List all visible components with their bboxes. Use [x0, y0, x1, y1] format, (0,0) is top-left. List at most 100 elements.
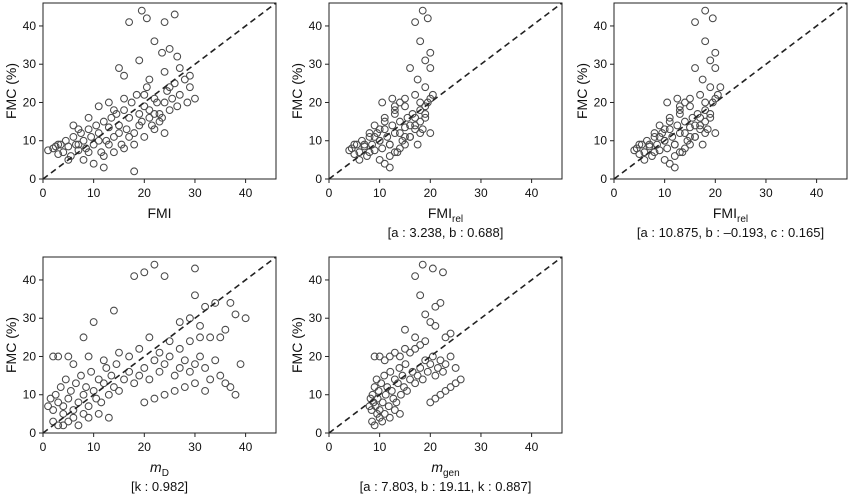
data-point	[94, 136, 103, 145]
data-point	[79, 333, 88, 342]
data-point	[221, 379, 230, 388]
data-point	[421, 337, 430, 346]
y-axis-label: FMC (%)	[574, 63, 590, 119]
y-tick-label: 0	[315, 172, 322, 186]
data-point	[69, 132, 78, 141]
data-point	[231, 310, 240, 319]
data-point	[370, 146, 379, 155]
data-point	[711, 94, 720, 103]
data-point	[89, 318, 98, 326]
data-point	[373, 409, 382, 418]
data-point	[373, 394, 382, 403]
data-point	[120, 106, 128, 115]
data-point	[109, 383, 118, 392]
data-point	[66, 152, 75, 160]
data-point	[185, 367, 194, 376]
x-axis-label: FMIrel	[713, 205, 748, 225]
data-point	[84, 148, 93, 157]
x-tick-label: 0	[40, 440, 47, 454]
data-point	[54, 398, 63, 407]
y-tick-label: 30	[23, 57, 37, 71]
data-point	[173, 102, 182, 111]
data-point	[145, 375, 154, 384]
data-point	[120, 94, 128, 103]
data-point	[92, 394, 101, 403]
data-point	[686, 94, 694, 103]
data-point	[711, 64, 720, 72]
x-tick-label: 20	[138, 440, 152, 454]
data-point	[655, 121, 664, 130]
data-point	[191, 291, 199, 300]
data-point	[137, 6, 146, 15]
data-point	[352, 140, 361, 149]
data-point	[392, 398, 401, 407]
data-point	[130, 129, 139, 138]
data-point	[426, 129, 435, 138]
data-point	[102, 364, 111, 372]
panel-3: 00 10 10 20 20 30 30 40 40 FMC (%) FMIrel[a : 10.8…	[574, 2, 848, 240]
data-point	[698, 75, 707, 84]
data-point	[130, 140, 139, 149]
data-point	[168, 94, 177, 103]
data-point	[135, 344, 144, 353]
data-point	[426, 48, 435, 57]
data-point	[99, 117, 108, 126]
y-tick-label: 30	[309, 311, 323, 325]
data-point	[84, 402, 93, 411]
data-point	[385, 140, 394, 149]
data-point	[441, 386, 450, 395]
data-point	[125, 367, 134, 376]
fit-parameters: [k : 0.982]	[131, 479, 188, 494]
data-point	[160, 272, 169, 281]
data-point	[696, 90, 705, 99]
data-point	[64, 155, 73, 164]
data-point	[683, 136, 692, 145]
data-point	[380, 356, 389, 365]
data-point	[418, 6, 427, 15]
data-point	[686, 132, 694, 141]
data-point	[431, 394, 440, 403]
data-point	[431, 302, 440, 311]
data-point	[416, 117, 425, 126]
x-axis-label: FMIrel	[428, 205, 463, 225]
data-point	[423, 367, 432, 376]
x-tick-label: 20	[138, 186, 152, 200]
data-point	[64, 417, 73, 426]
data-point	[370, 132, 379, 141]
data-point	[74, 140, 83, 149]
data-point	[390, 406, 399, 414]
identity-line	[42, 2, 277, 180]
data-point	[87, 367, 96, 376]
data-point	[401, 360, 410, 369]
data-point	[64, 142, 73, 151]
x-tick-label: 20	[424, 440, 438, 454]
data-point	[170, 10, 179, 19]
data-point	[206, 333, 215, 342]
data-point	[390, 348, 399, 357]
data-point	[388, 121, 397, 130]
data-point	[706, 110, 715, 118]
data-point	[140, 90, 149, 99]
data-point	[401, 325, 409, 334]
data-point	[56, 140, 65, 149]
data-point	[150, 110, 159, 118]
data-point	[446, 329, 455, 338]
data-point	[377, 379, 386, 388]
data-point	[89, 159, 98, 168]
data-point	[112, 110, 121, 118]
data-point	[160, 98, 169, 107]
data-point	[451, 364, 460, 372]
data-point	[107, 113, 116, 122]
data-point	[196, 321, 204, 330]
data-point	[69, 360, 78, 369]
plot-frame	[328, 2, 563, 180]
data-point	[84, 413, 93, 422]
data-point	[122, 125, 131, 134]
data-point	[104, 140, 113, 149]
data-point	[109, 306, 118, 315]
data-point	[375, 352, 384, 361]
data-point	[441, 333, 450, 342]
y-tick-label: 0	[600, 172, 607, 186]
data-point	[130, 379, 139, 388]
x-axis-label: FMI	[147, 205, 171, 221]
